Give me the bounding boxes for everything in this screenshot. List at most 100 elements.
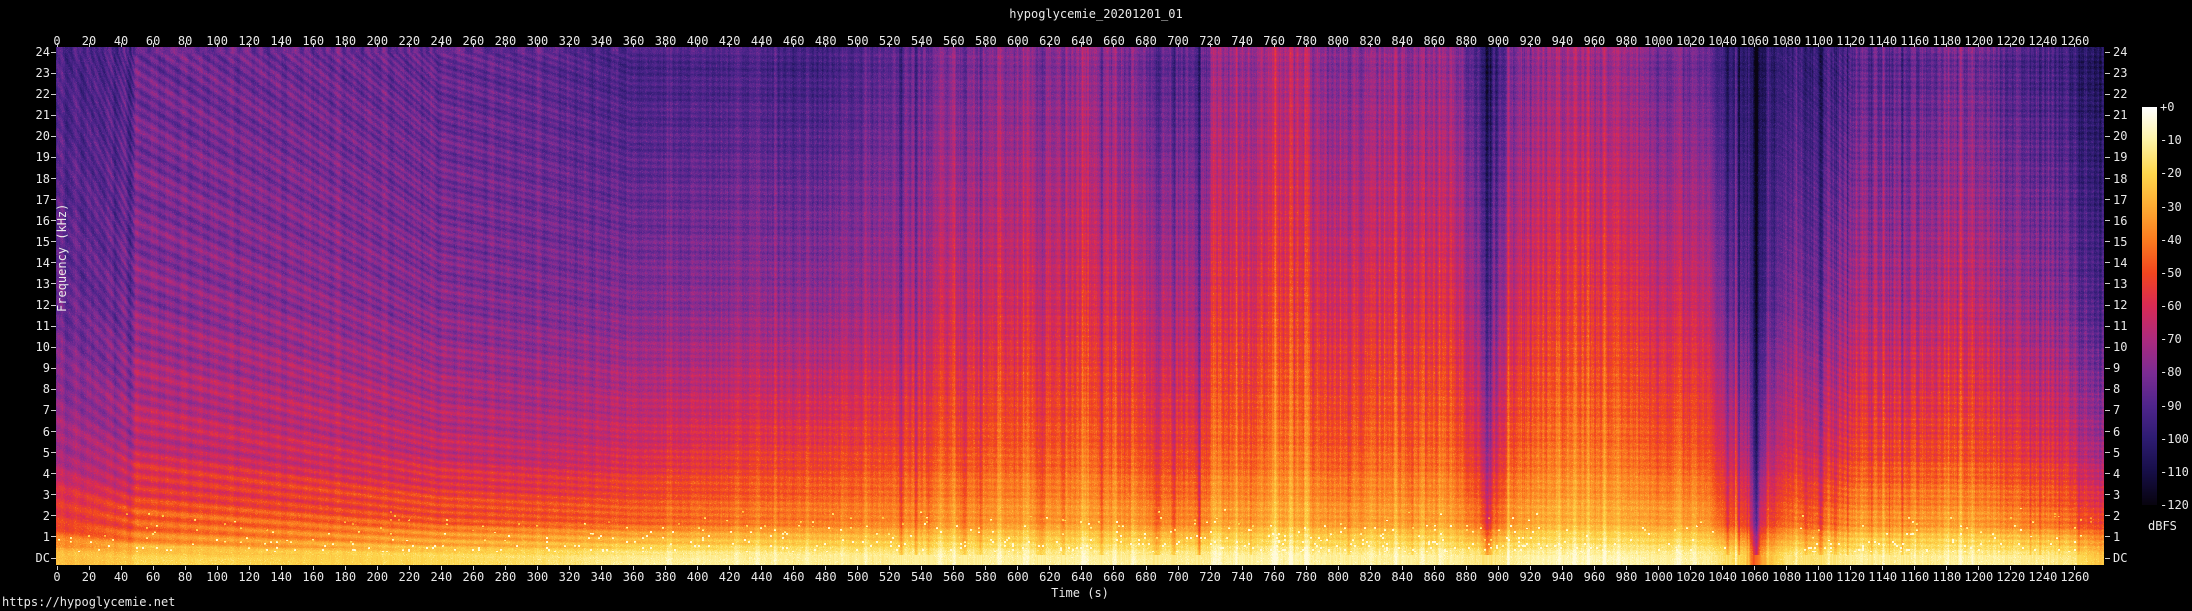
x-tick-label-bottom: 100 <box>206 570 228 584</box>
colorbar-tick-label: -50 <box>2160 265 2182 280</box>
y-tick-mark-left <box>51 220 56 222</box>
x-tick-label-top: 700 <box>1167 34 1189 48</box>
x-tick-mark-top <box>216 43 218 47</box>
x-tick-label-top: 480 <box>814 34 837 48</box>
x-tick-mark-bottom <box>1049 566 1051 570</box>
y-tick-label-left: 17 <box>35 192 50 207</box>
x-tick-mark-bottom <box>697 566 699 570</box>
x-tick-mark-bottom <box>761 566 763 570</box>
y-tick-mark-left <box>51 473 56 475</box>
x-tick-mark-top <box>344 43 346 47</box>
y-tick-label-left: 24 <box>35 45 50 59</box>
x-tick-mark-bottom <box>1882 566 1884 570</box>
x-tick-label-bottom: 300 <box>526 570 549 584</box>
x-tick-label-top: 1200 <box>1964 34 1994 48</box>
y-tick-mark-right <box>2105 473 2110 475</box>
x-tick-label-top: 160 <box>302 34 325 48</box>
x-tick-mark-top <box>665 43 667 47</box>
y-tick-mark-left <box>51 156 56 158</box>
colorbar-tick-label: -20 <box>2160 166 2182 181</box>
x-tick-label-top: 800 <box>1327 34 1350 48</box>
x-tick-mark-top <box>2074 43 2076 47</box>
x-tick-label-bottom: 1040 <box>1708 570 1737 584</box>
y-tick-label-left: 10 <box>35 340 50 355</box>
x-tick-mark-top <box>1177 43 1179 47</box>
y-tick-mark-right <box>2105 220 2110 222</box>
x-tick-label-bottom: 1160 <box>1900 570 1930 584</box>
x-tick-label-top: 600 <box>1007 34 1029 48</box>
x-tick-mark-top <box>440 43 442 47</box>
x-tick-mark-top <box>56 43 58 47</box>
x-tick-mark-bottom <box>1593 566 1595 570</box>
y-tick-mark-right <box>2105 178 2110 179</box>
x-tick-label-bottom: 1060 <box>1740 570 1770 584</box>
x-tick-label-bottom: 440 <box>750 570 773 584</box>
colorbar-tick-label: -100 <box>2160 431 2189 446</box>
x-tick-mark-bottom <box>1209 566 1211 570</box>
x-tick-mark-top <box>1241 43 1243 47</box>
x-tick-mark-bottom <box>1465 566 1467 570</box>
x-tick-mark-bottom <box>568 566 570 570</box>
y-tick-mark-left <box>51 304 56 306</box>
x-tick-mark-bottom <box>889 566 891 570</box>
x-tick-label-top: 1220 <box>1996 34 2026 48</box>
y-tick-label-left: 7 <box>42 403 50 418</box>
x-tick-mark-bottom <box>1113 566 1115 570</box>
x-tick-mark-bottom <box>56 566 58 570</box>
x-axis-title: Time (s) <box>1051 586 1109 600</box>
x-tick-mark-bottom <box>1561 566 1563 570</box>
colorbar-tick-label: -80 <box>2160 365 2182 380</box>
x-tick-mark-bottom <box>504 566 506 570</box>
x-tick-label-top: 1120 <box>1836 34 1866 48</box>
y-tick-label-right: 13 <box>2113 276 2128 291</box>
x-tick-mark-bottom <box>953 566 955 570</box>
x-tick-label-bottom: 80 <box>177 570 193 584</box>
x-tick-mark-bottom <box>1658 566 1659 570</box>
y-tick-label-right: 5 <box>2113 445 2121 460</box>
x-tick-mark-bottom <box>1978 566 1980 570</box>
x-tick-label-bottom: 640 <box>1071 570 1093 584</box>
x-tick-label-bottom: 680 <box>1135 570 1157 584</box>
x-tick-mark-bottom <box>1401 566 1403 570</box>
x-tick-label-top: 180 <box>334 34 357 48</box>
x-tick-mark-bottom <box>1946 566 1948 570</box>
x-tick-label-bottom: 860 <box>1423 570 1446 584</box>
x-tick-mark-bottom <box>408 566 410 570</box>
y-tick-mark-right <box>2105 452 2110 454</box>
y-tick-mark-left <box>51 515 56 517</box>
x-tick-label-top: 1240 <box>2028 34 2058 48</box>
x-tick-mark-bottom <box>120 566 122 570</box>
x-tick-label-bottom: 220 <box>398 570 421 584</box>
x-tick-label-bottom: 260 <box>462 570 485 584</box>
x-tick-mark-top <box>184 43 186 47</box>
x-tick-mark-top <box>1946 43 1948 47</box>
colorbar-tick-label: -110 <box>2160 464 2189 479</box>
x-tick-label-bottom: 960 <box>1583 570 1606 584</box>
x-tick-mark-bottom <box>216 566 218 570</box>
y-tick-label-right: 14 <box>2113 255 2128 270</box>
x-tick-mark-top <box>1465 43 1467 47</box>
y-tick-mark-left <box>51 114 56 116</box>
x-tick-label-top: 60 <box>145 34 161 48</box>
x-tick-label-top: 520 <box>878 34 901 48</box>
x-tick-mark-top <box>504 43 506 47</box>
x-tick-label-top: 780 <box>1295 34 1317 48</box>
y-tick-mark-right <box>2105 494 2110 496</box>
x-tick-label-bottom: 0 <box>53 570 61 584</box>
x-tick-mark-top <box>1882 43 1884 47</box>
x-tick-label-bottom: 820 <box>1359 570 1382 584</box>
x-tick-label-top: 960 <box>1583 34 1606 48</box>
x-tick-mark-bottom <box>665 566 667 570</box>
x-tick-mark-bottom <box>825 566 827 570</box>
x-tick-label-bottom: 400 <box>686 570 709 584</box>
y-tick-mark-left <box>51 72 56 74</box>
x-tick-mark-top <box>2010 43 2012 47</box>
x-tick-mark-top <box>1209 43 1211 47</box>
y-tick-mark-right <box>2105 51 2110 53</box>
x-tick-mark-bottom <box>1529 566 1531 570</box>
x-tick-label-top: 760 <box>1263 34 1285 48</box>
y-tick-label-left: 20 <box>35 129 50 144</box>
x-tick-mark-top <box>1658 43 1659 47</box>
x-tick-label-bottom: 1220 <box>1996 570 2026 584</box>
x-tick-mark-bottom <box>1337 566 1339 570</box>
